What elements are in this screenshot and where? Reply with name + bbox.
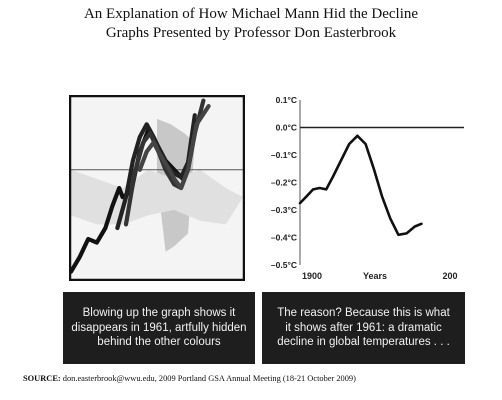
page-title: An Explanation of How Michael Mann Hid t…: [83, 6, 419, 22]
right-x-tick-label: 1900: [302, 271, 322, 281]
right-caption-line: it shows after 1961: a dramatic: [285, 321, 442, 334]
left-chart: [69, 95, 245, 281]
left-series-line: [137, 104, 211, 191]
right-y-tick-label: –0.3°C: [271, 205, 297, 215]
right-chart: 0.1°C 0.0°C –0.1°C –0.2°C –0.3°C –0.4°C –0.5°C…: [271, 95, 464, 281]
source-label: SOURCE:: [23, 374, 61, 383]
right-y-tick-label: 0.0°C: [276, 123, 297, 133]
left-plot-frame: [69, 95, 245, 281]
right-y-tick-label: –0.2°C: [271, 178, 297, 188]
right-caption-line: The reason? Because this is what: [277, 307, 450, 320]
right-temperature-line: [298, 134, 423, 237]
right-y-tick-label: –0.4°C: [271, 233, 297, 243]
right-x-tick-label: Years: [363, 271, 387, 281]
right-y-tick-label: –0.1°C: [271, 150, 297, 160]
left-caption-line: Blowing up the graph shows it: [82, 307, 236, 320]
left-caption-line: behind the other colours: [97, 336, 221, 349]
right-y-tick-label: –0.5°C: [271, 260, 297, 270]
source-text: don.easterbrook@wwu.edu, 2009 Portland G…: [62, 374, 356, 383]
right-caption: The reason? Because this is what it show…: [262, 292, 465, 364]
page-subtitle: Graphs Presented by Professor Don Easter…: [105, 25, 397, 41]
right-y-tick-label: 0.1°C: [276, 95, 297, 105]
left-caption: Blowing up the graph shows it disappears…: [63, 292, 255, 364]
left-caption-line: disappears in 1961, artfully hidden: [71, 321, 247, 334]
right-x-tick-label: 200: [442, 271, 457, 281]
source-line: SOURCE: don.easterbrook@wwu.edu, 2009 Po…: [23, 374, 493, 383]
right-caption-line: decline in global temperatures . . .: [277, 336, 450, 349]
left-shaded-band: [71, 169, 243, 225]
